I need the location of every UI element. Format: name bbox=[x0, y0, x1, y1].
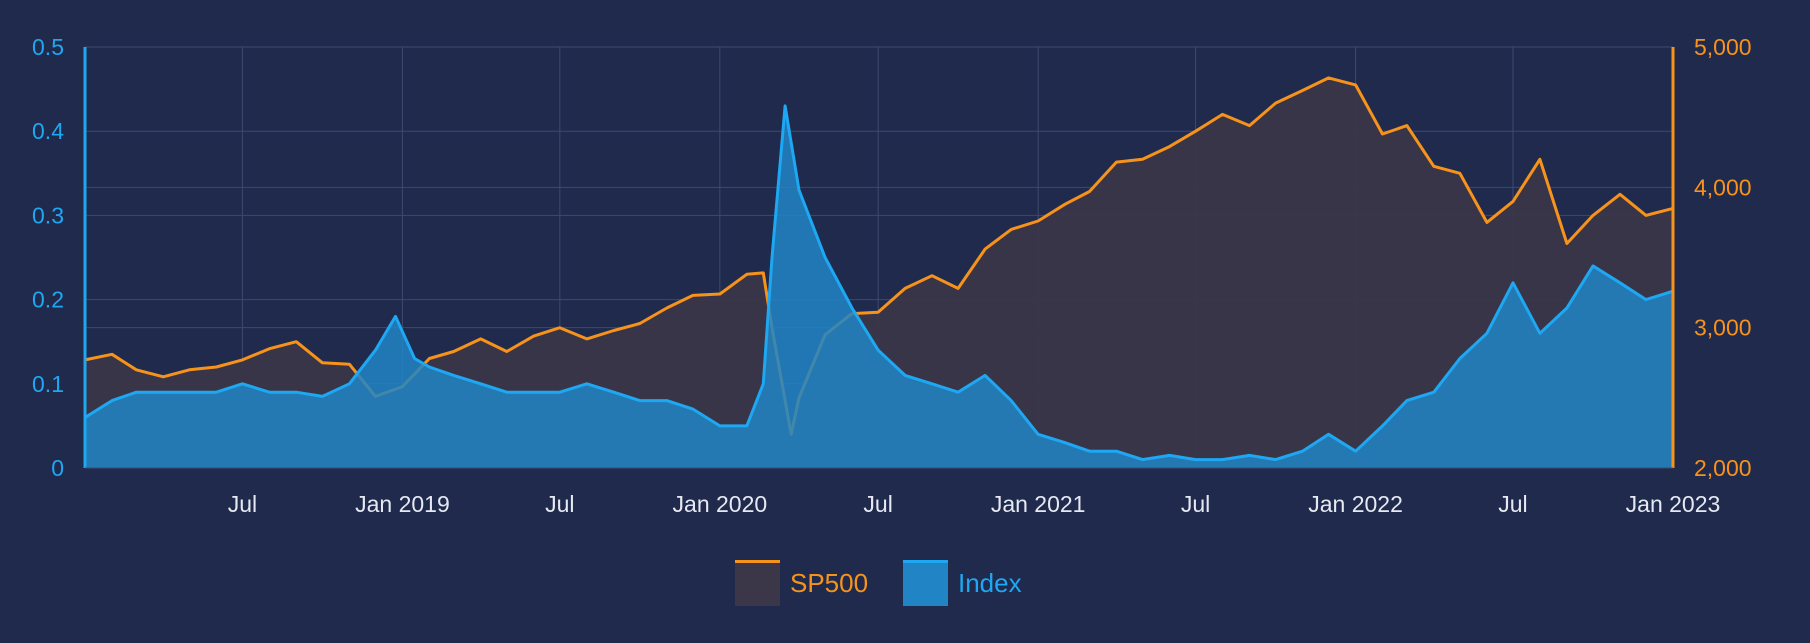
x-tick-label: Jan 2023 bbox=[1626, 491, 1721, 517]
axes bbox=[83, 47, 1675, 469]
x-tick-label: Jul bbox=[1181, 491, 1210, 517]
x-tick-label: Jul bbox=[1498, 491, 1527, 517]
x-tick-label: Jan 2021 bbox=[991, 491, 1086, 517]
x-axis-ticks: Jul Jan 2019 Jul Jan 2020 Jul Jan 2021 Jul Jan … bbox=[228, 491, 1721, 517]
index-line bbox=[84, 104, 1674, 462]
left-tick-label: 0.4 bbox=[32, 118, 64, 144]
right-tick-label: 4,000 bbox=[1694, 174, 1752, 200]
index-area bbox=[85, 105, 1673, 469]
legend-swatch-index-line bbox=[903, 560, 948, 563]
legend-item-index[interactable]: Index bbox=[903, 560, 1022, 606]
legend-item-sp500[interactable]: SP500 bbox=[735, 560, 868, 606]
x-tick-label: Jul bbox=[545, 491, 574, 517]
legend-swatch-sp500 bbox=[735, 561, 780, 606]
legend-label-sp500: SP500 bbox=[790, 568, 868, 598]
x-tick-label: Jan 2020 bbox=[673, 491, 768, 517]
sp500-area bbox=[85, 77, 1673, 469]
legend-label-index: Index bbox=[958, 568, 1022, 598]
right-tick-label: 5,000 bbox=[1694, 34, 1752, 60]
x-tick-label: Jul bbox=[228, 491, 257, 517]
left-tick-label: 0 bbox=[51, 455, 64, 481]
legend-swatch-index bbox=[903, 561, 948, 606]
left-tick-label: 0.1 bbox=[32, 371, 64, 397]
index-series bbox=[84, 104, 1674, 469]
x-tick-label: Jan 2019 bbox=[355, 491, 450, 517]
legend: SP500 Index bbox=[735, 560, 1022, 606]
left-axis-ticks: 0 0.1 0.2 0.3 0.4 0.5 bbox=[32, 34, 64, 481]
legend-swatch-sp500-line bbox=[735, 560, 780, 563]
right-tick-label: 3,000 bbox=[1694, 315, 1752, 341]
left-tick-label: 0.3 bbox=[32, 202, 64, 228]
x-tick-label: Jul bbox=[863, 491, 892, 517]
left-tick-label: 0.2 bbox=[32, 287, 64, 313]
right-axis-ticks: 2,000 3,000 4,000 5,000 bbox=[1694, 34, 1752, 481]
left-tick-label: 0.5 bbox=[32, 34, 64, 60]
right-tick-label: 2,000 bbox=[1694, 455, 1752, 481]
x-tick-label: Jan 2022 bbox=[1308, 491, 1403, 517]
